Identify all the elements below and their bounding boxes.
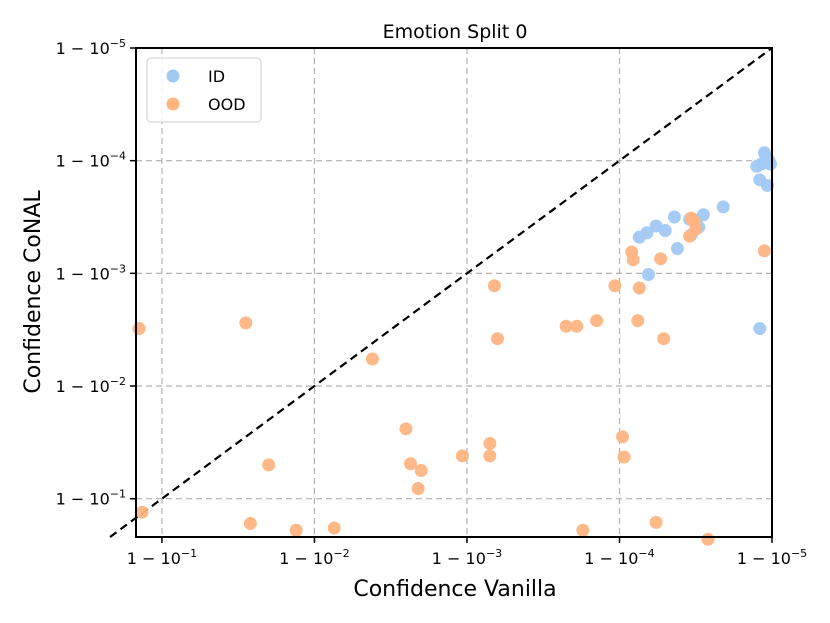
- x-tick: 1 − 10−1: [127, 547, 197, 568]
- x-tick: 1 − 10−2: [279, 547, 349, 568]
- point-ood: [559, 319, 573, 333]
- point-ood: [411, 482, 425, 496]
- point-ood: [455, 449, 469, 463]
- point-ood: [649, 515, 663, 529]
- legend-label-ood: OOD: [208, 95, 246, 114]
- point-id: [763, 157, 777, 171]
- point-ood: [490, 332, 504, 346]
- point-ood: [654, 252, 668, 266]
- point-id: [632, 230, 646, 244]
- y-tick: 1 − 10−1: [56, 488, 126, 509]
- point-ood: [414, 464, 428, 478]
- point-ood: [132, 322, 146, 336]
- y-axis-ticks: 1 − 10−1 1 − 10−2 1 − 10−3 1 − 10−4 1 − 10−5: [56, 37, 136, 509]
- y-tick: 1 − 10−2: [56, 375, 126, 396]
- point-ood: [262, 458, 276, 472]
- y-tick-label: 1 − 10−2: [56, 375, 126, 396]
- point-ood: [239, 316, 253, 330]
- y-tick: 1 − 10−4: [56, 150, 126, 171]
- y-axis-label: Confidence CoNAL: [21, 190, 46, 394]
- plot-frame: [135, 47, 773, 538]
- point-ood: [404, 457, 418, 471]
- point-ood: [483, 436, 497, 450]
- point-id: [649, 219, 663, 233]
- point-id: [757, 146, 771, 160]
- point-ood: [701, 532, 715, 546]
- point-ood: [327, 521, 341, 535]
- x-tick-label: 1 − 10−3: [432, 547, 502, 568]
- point-ood: [576, 523, 590, 537]
- point-ood: [570, 319, 584, 333]
- y-tick: 1 − 10−5: [56, 37, 126, 58]
- y-tick-label: 1 − 10−5: [56, 37, 126, 58]
- x-tick: 1 − 10−4: [584, 547, 654, 568]
- x-axis-label: Confidence Vanilla: [353, 577, 556, 602]
- x-tick-label: 1 − 10−1: [127, 547, 197, 568]
- x-tick: 1 − 10−3: [432, 547, 502, 568]
- point-ood: [483, 449, 497, 463]
- point-ood: [608, 279, 622, 293]
- x-tick: 1 − 10−5: [737, 547, 807, 568]
- point-ood: [616, 430, 630, 444]
- point-ood: [631, 314, 645, 328]
- point-id: [670, 242, 684, 256]
- point-ood: [684, 211, 698, 225]
- point-ood: [399, 422, 413, 436]
- diagonal-reference-line: [109, 47, 773, 538]
- point-ood: [617, 450, 631, 464]
- point-ood: [657, 332, 671, 346]
- y-tick-label: 1 − 10−3: [56, 262, 126, 283]
- point-id: [716, 200, 730, 214]
- x-axis-ticks: 1 − 10−1 1 − 10−2 1 − 10−3 1 − 10−4 1 − 10−5: [127, 537, 807, 568]
- point-id: [750, 159, 764, 173]
- point-ood: [365, 352, 379, 366]
- legend-marker-id: [166, 69, 180, 83]
- point-ood: [632, 281, 646, 295]
- point-id: [667, 210, 681, 224]
- x-tick-label: 1 − 10−2: [279, 547, 349, 568]
- point-ood: [590, 314, 604, 328]
- point-id: [753, 322, 767, 336]
- point-id: [641, 267, 655, 281]
- x-tick-label: 1 − 10−4: [584, 547, 654, 568]
- point-ood: [626, 253, 640, 267]
- y-tick-label: 1 − 10−1: [56, 488, 126, 509]
- legend-marker-ood: [166, 97, 180, 111]
- point-ood: [289, 523, 303, 537]
- y-tick: 1 − 10−3: [56, 262, 126, 283]
- point-ood: [487, 279, 501, 293]
- legend: ID OOD: [146, 57, 262, 123]
- x-tick-label: 1 − 10−5: [737, 547, 807, 568]
- point-ood: [135, 505, 149, 519]
- y-tick-label: 1 − 10−4: [56, 150, 126, 171]
- chart-title: Emotion Split 0: [383, 21, 528, 43]
- point-id: [760, 178, 774, 192]
- point-ood: [243, 516, 257, 530]
- point-ood: [757, 244, 771, 258]
- legend-label-id: ID: [208, 67, 225, 86]
